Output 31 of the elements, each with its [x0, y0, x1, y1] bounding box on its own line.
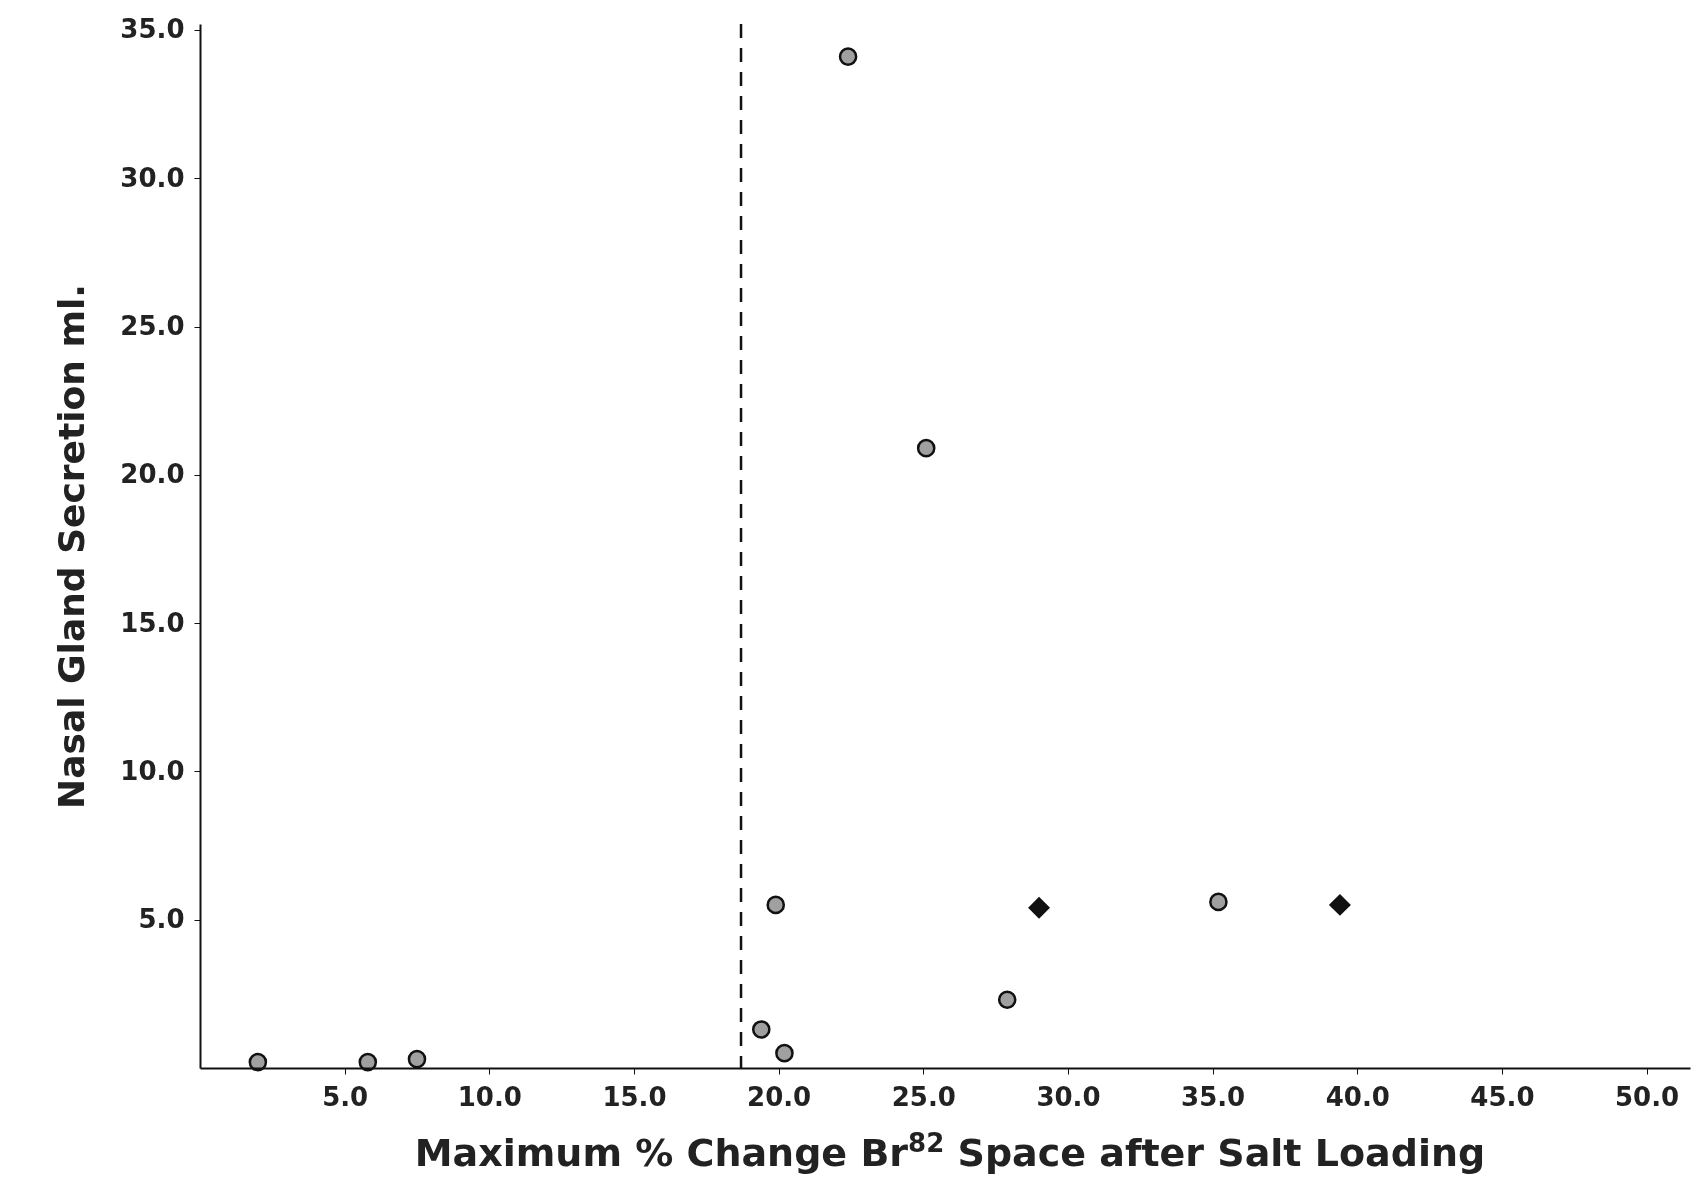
x-tick-label: 35.0 [1181, 1081, 1246, 1112]
x-tick-label: 10.0 [457, 1081, 522, 1112]
x-tick-label: 40.0 [1325, 1081, 1390, 1112]
point [358, 1052, 378, 1072]
y-tick-label: 35.0 [120, 14, 185, 45]
y-tick-label: 10.0 [120, 755, 185, 786]
point [775, 1043, 794, 1063]
y-tick-label: 30.0 [120, 162, 185, 193]
y-axis-title: Nasal Gland Secretion ml. [51, 284, 93, 809]
point [1028, 897, 1050, 919]
y-tick-label: 20.0 [120, 459, 185, 490]
x-tick-label: 30.0 [1036, 1081, 1101, 1112]
point [1329, 894, 1351, 916]
x-tick-label: 15.0 [602, 1081, 667, 1112]
point [1209, 892, 1228, 912]
x-axis-title: Maximum % Change Br$^{82}$ Space after Salt Loading [413, 1128, 1487, 1175]
y-tick-label: 25.0 [120, 311, 185, 342]
x-tick-label: 45.0 [1470, 1081, 1535, 1112]
point [997, 990, 1017, 1010]
x-tick-label: 50.0 [1615, 1081, 1680, 1112]
point [248, 1052, 268, 1072]
point [916, 438, 936, 458]
x-tick-label: 5.0 [322, 1081, 369, 1112]
x-tick-label: 20.0 [747, 1081, 812, 1112]
y-tick-label: 15.0 [120, 607, 185, 638]
point [751, 1020, 771, 1039]
y-tick-label: 5.0 [138, 904, 185, 935]
x-tick-label: 25.0 [891, 1081, 956, 1112]
point [407, 1049, 427, 1069]
point [766, 895, 786, 915]
point [838, 47, 858, 66]
